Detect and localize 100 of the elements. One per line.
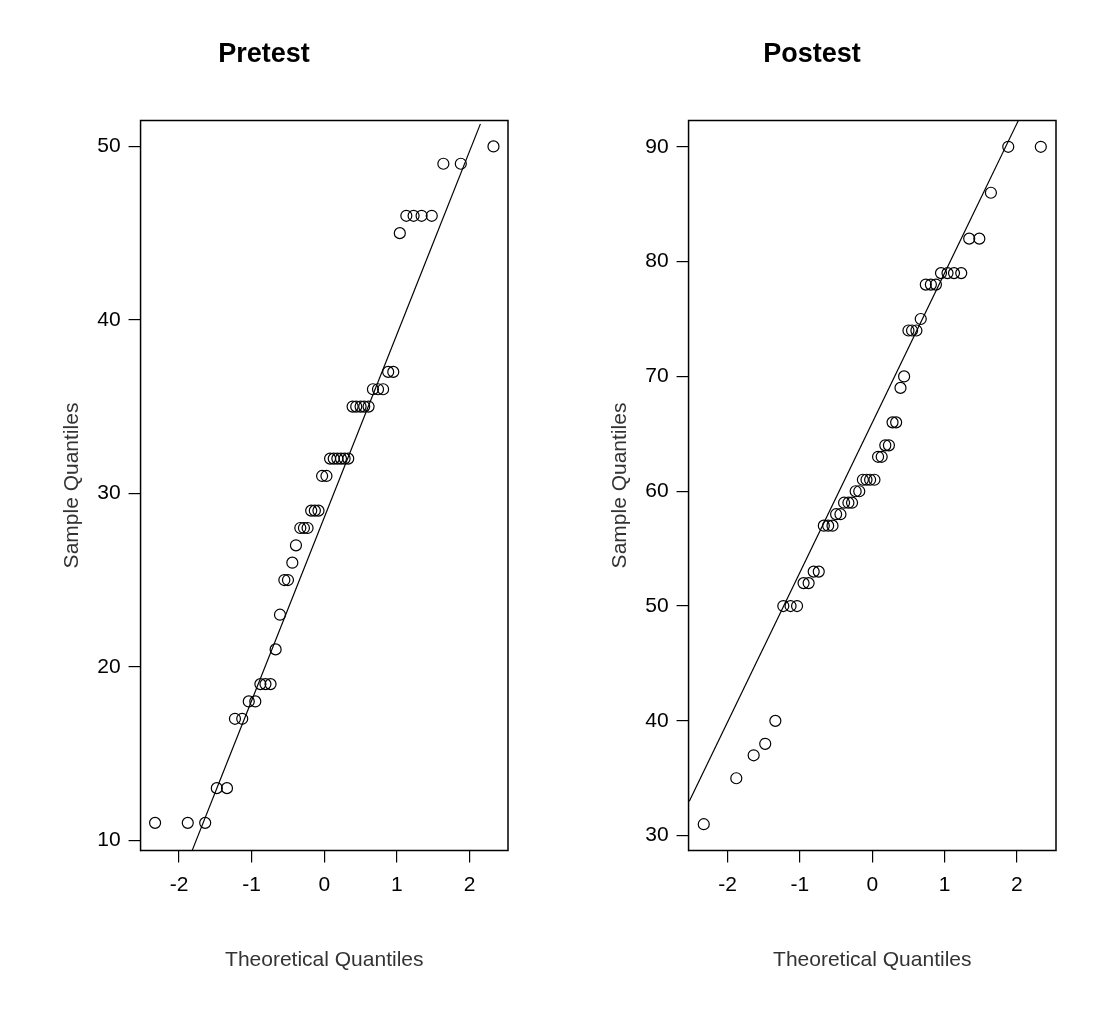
point <box>334 452 348 465</box>
point <box>856 473 869 486</box>
point <box>320 469 333 483</box>
x-tick-label: -1 <box>242 872 262 895</box>
y-tick-label: 50 <box>97 133 121 157</box>
point <box>934 267 948 280</box>
point <box>264 677 277 691</box>
point <box>454 157 467 170</box>
y-tick-label: 90 <box>645 133 669 157</box>
point <box>898 370 911 383</box>
point <box>879 439 892 452</box>
point <box>973 232 986 245</box>
point <box>358 400 371 413</box>
x-tick-label: -2 <box>718 872 737 895</box>
point <box>817 519 830 532</box>
point <box>947 267 961 280</box>
point <box>830 508 843 521</box>
point <box>853 485 866 498</box>
point <box>842 496 855 509</box>
point <box>259 677 272 691</box>
point <box>148 816 162 829</box>
point <box>777 599 790 613</box>
x-tick-label: 1 <box>938 872 951 895</box>
point <box>338 452 351 465</box>
y-tick-label: 10 <box>97 826 121 850</box>
point <box>289 539 303 552</box>
point <box>784 599 797 613</box>
x-tick-label: 2 <box>1011 872 1023 895</box>
point <box>963 232 976 245</box>
point <box>269 643 282 656</box>
point <box>228 712 242 725</box>
point <box>812 565 825 578</box>
point <box>400 209 413 222</box>
point <box>797 576 810 590</box>
point <box>905 324 919 337</box>
point <box>759 737 772 750</box>
point <box>393 227 406 240</box>
chart-title: Pretest <box>218 37 310 68</box>
point <box>297 521 311 535</box>
point <box>377 383 390 396</box>
y-tick-label: 40 <box>97 306 121 330</box>
point <box>249 695 262 708</box>
point <box>286 556 299 569</box>
point <box>875 450 888 463</box>
point <box>487 140 500 153</box>
point <box>382 365 395 378</box>
point <box>294 521 307 535</box>
point <box>826 519 839 532</box>
point <box>425 209 438 222</box>
point <box>354 400 367 413</box>
point <box>984 186 997 199</box>
point <box>882 439 896 452</box>
point <box>407 209 420 222</box>
point <box>301 521 314 535</box>
y-tick-label: 30 <box>645 822 669 846</box>
point <box>415 209 428 222</box>
x-tick-label: -1 <box>790 872 810 895</box>
y-tick-label: 60 <box>645 478 669 502</box>
point <box>890 416 903 429</box>
point <box>316 469 329 483</box>
x-axis-title: Theoretical Quantiles <box>225 947 424 971</box>
y-tick-label: 30 <box>97 480 121 504</box>
point <box>181 816 194 829</box>
point <box>910 324 923 337</box>
y-tick-label: 80 <box>645 248 669 272</box>
y-tick-label: 50 <box>645 592 669 616</box>
point <box>236 712 249 725</box>
point <box>845 496 859 509</box>
y-tick-label: 70 <box>645 363 669 387</box>
point <box>807 565 820 578</box>
point <box>790 599 804 613</box>
point <box>342 452 355 465</box>
point <box>886 416 899 429</box>
point <box>331 452 344 465</box>
point <box>199 816 212 829</box>
point <box>1034 140 1047 153</box>
point <box>802 576 815 590</box>
x-tick-label: 0 <box>318 872 331 895</box>
x-tick-label: 2 <box>463 872 476 895</box>
point <box>871 450 885 463</box>
point <box>697 818 710 831</box>
x-tick-label: 1 <box>391 872 403 895</box>
point <box>362 400 375 413</box>
point <box>919 278 932 291</box>
y-axis-title: Sample Quantiles <box>59 402 83 569</box>
point <box>437 157 450 170</box>
point <box>941 267 954 280</box>
point <box>730 772 743 785</box>
point <box>868 473 881 486</box>
x-axis-title: Theoretical Quantiles <box>773 947 972 971</box>
x-tick-label: 0 <box>866 872 879 895</box>
point <box>929 278 943 291</box>
y-axis-title: Sample Quantiles <box>607 402 631 569</box>
point <box>350 400 363 413</box>
point <box>894 381 907 395</box>
point <box>387 365 400 378</box>
point <box>278 573 291 587</box>
point <box>769 714 782 727</box>
point <box>281 573 295 587</box>
point <box>924 278 937 291</box>
